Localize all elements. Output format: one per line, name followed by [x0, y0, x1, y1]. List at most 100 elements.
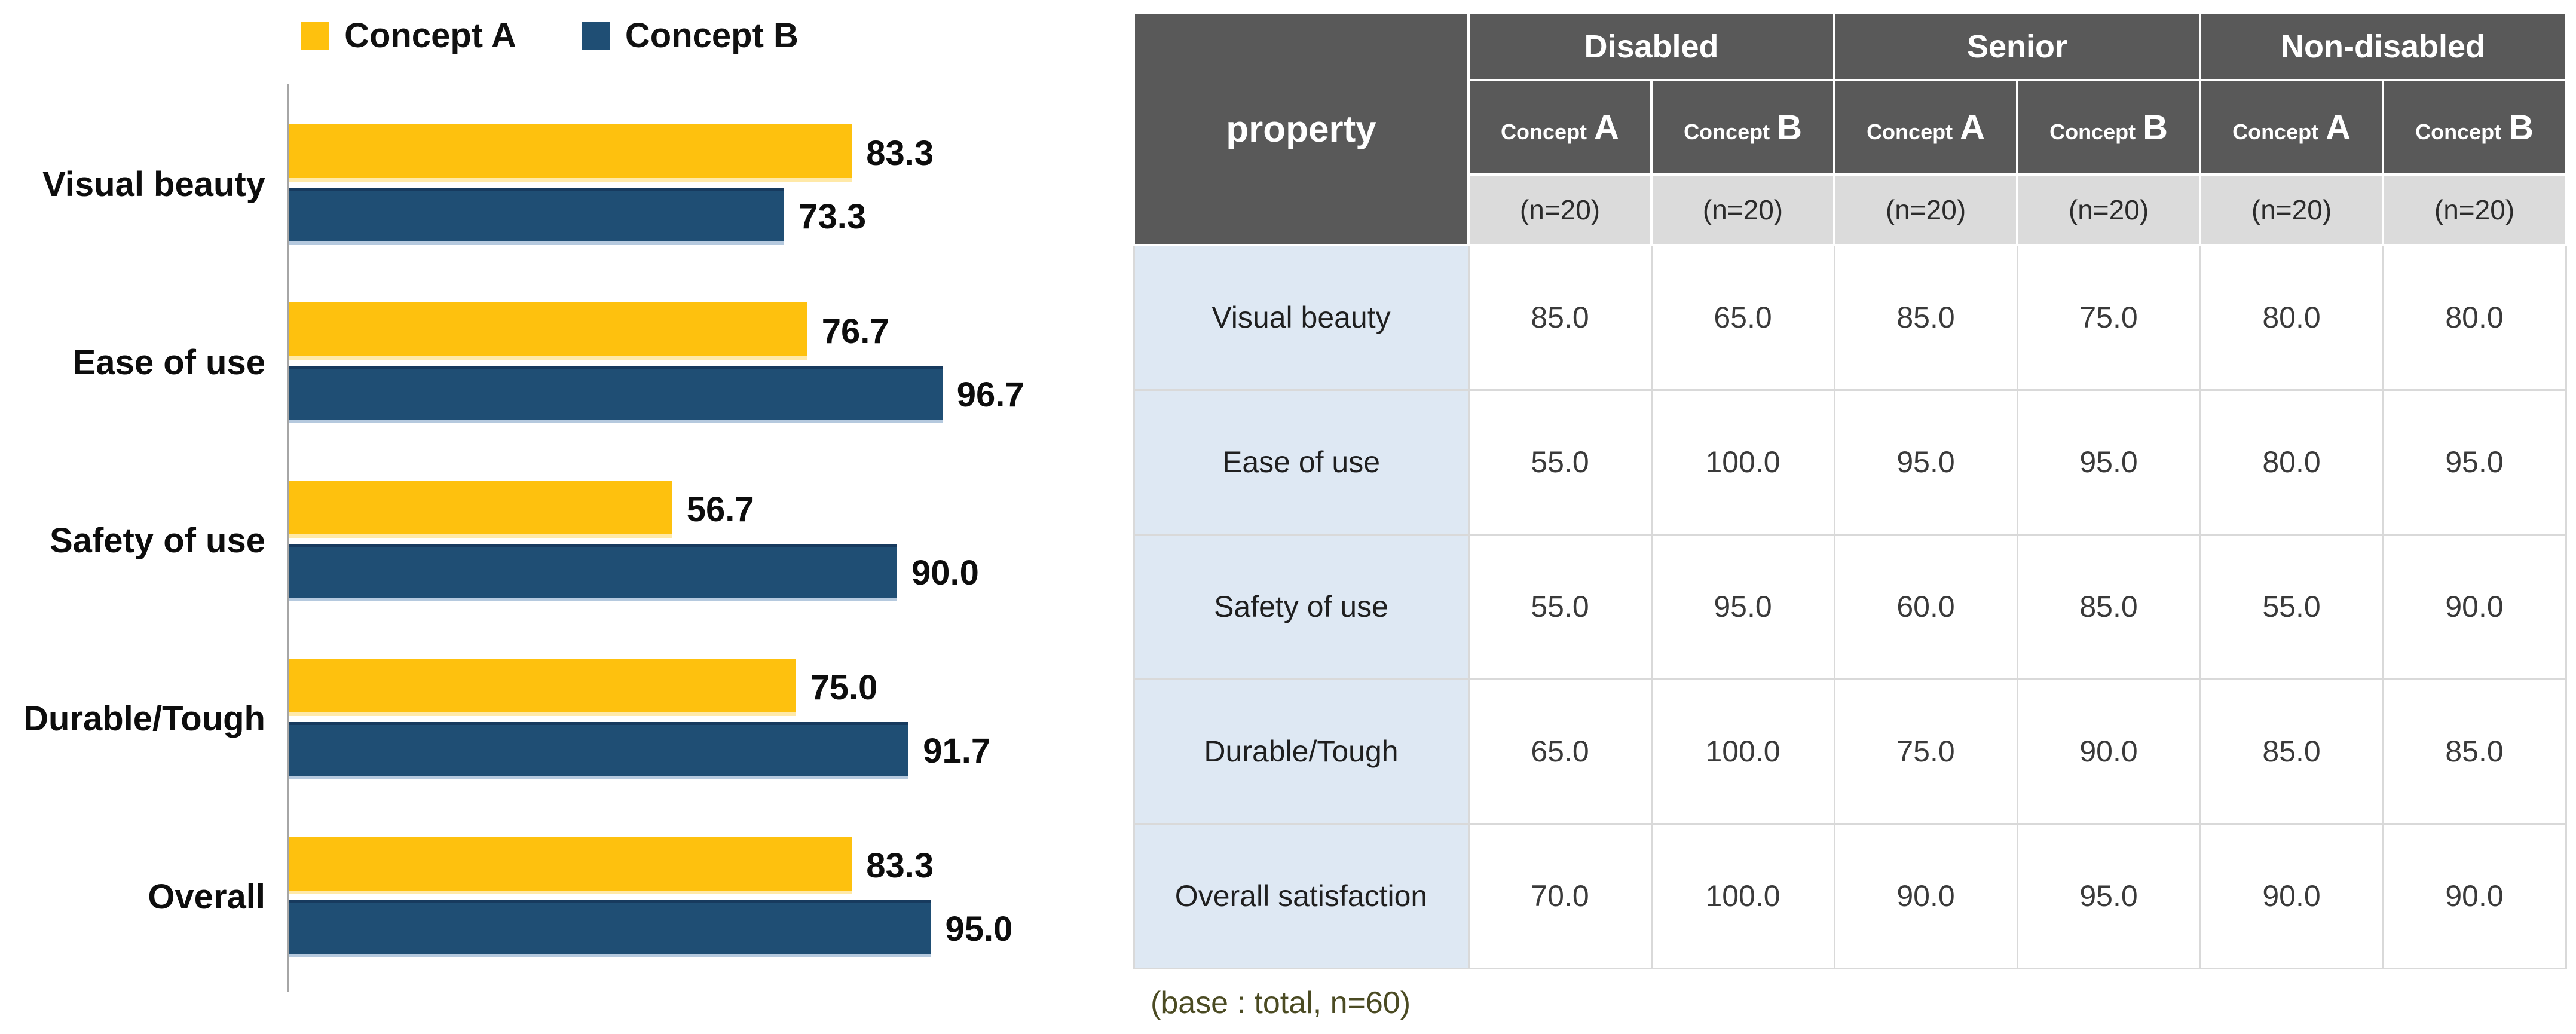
bar-group-visual-beauty: 83.3 73.3: [289, 96, 1072, 274]
n-cell: (n=20): [2016, 173, 2202, 246]
legend-label: Concept B: [625, 16, 799, 55]
row-label: Safety of use: [1133, 533, 1470, 680]
value-cell: 85.0: [2016, 533, 2201, 680]
value-cell: 100.0: [1650, 388, 1835, 536]
bar-group-durable-tough: 75.0 91.7: [289, 630, 1072, 808]
category-label: Safety of use: [50, 521, 265, 561]
bar-value-label: 90.0: [911, 553, 979, 592]
n-cell: (n=20): [2199, 173, 2385, 246]
value-cell: 85.0: [1467, 244, 1653, 391]
bar-value-label: 56.7: [686, 490, 754, 529]
value-cell: 95.0: [1650, 533, 1835, 680]
value-cell: 65.0: [1467, 678, 1653, 825]
bar-value-label: 83.3: [866, 846, 934, 885]
y-axis-line: [287, 84, 289, 992]
value-cell: 85.0: [2199, 678, 2384, 825]
value-cell: 95.0: [2016, 388, 2201, 536]
concept-header-5: Concept A: [2199, 79, 2385, 176]
value-cell: 90.0: [2199, 822, 2384, 969]
value-cell: 85.0: [2382, 678, 2567, 825]
category-label: Overall: [148, 877, 265, 917]
value-cell: 95.0: [1833, 388, 2018, 536]
value-cell: 90.0: [2382, 533, 2567, 680]
value-cell: 95.0: [2016, 822, 2201, 969]
bar-row: 56.7: [289, 481, 1072, 538]
bar-chart: Concept A Concept B Visual beauty Ease of …: [0, 0, 1076, 1034]
table-body: Visual beauty 85.0 65.0 85.0 75.0 80.0 80.0 Eas…: [1133, 244, 2567, 969]
bar-value-label: 96.7: [956, 375, 1024, 414]
bar-concept-b: [289, 900, 931, 957]
n-row: (n=20) (n=20) (n=20) (n=20) (n=20) (n=20): [1134, 173, 2568, 246]
n-cell: (n=20): [1650, 173, 1836, 246]
value-cell: 100.0: [1650, 678, 1835, 825]
table-row: Visual beauty 85.0 65.0 85.0 75.0 80.0 80.0: [1133, 244, 2567, 391]
results-table: property Disabled Senior Non-disabled Conc…: [1133, 12, 2568, 969]
value-cell: 85.0: [1833, 244, 2018, 391]
group-header-non-disabled: Non-disabled: [2199, 12, 2568, 81]
n-cell: (n=20): [2382, 173, 2568, 246]
group-header-row: property Disabled Senior Non-disabled: [1133, 12, 2568, 246]
concept-prefix: Concept: [1684, 119, 1770, 144]
bar-group-safety-of-use: 56.7 90.0: [289, 452, 1072, 630]
category-labels: Visual beauty Ease of use Safety of use Dur…: [0, 96, 269, 986]
value-cell: 100.0: [1650, 822, 1835, 969]
concept-letter: A: [2326, 108, 2351, 147]
group-header-disabled: Disabled: [1467, 12, 1836, 81]
legend-item-concept-b: Concept B: [582, 16, 799, 56]
bar-value-label: 73.3: [799, 197, 867, 236]
row-label: Ease of use: [1133, 388, 1470, 536]
bar-concept-a: [289, 837, 852, 894]
bar-row: 96.7: [289, 366, 1072, 423]
category-label: Ease of use: [72, 343, 265, 383]
table-corner-header: property: [1133, 12, 1470, 246]
concept-header-row: Concept A Concept B Concept A Concept B Concept A…: [1134, 79, 2568, 176]
value-cell: 75.0: [2016, 244, 2201, 391]
value-cell: 65.0: [1650, 244, 1835, 391]
concept-header-6: Concept B: [2382, 79, 2568, 176]
concept-header-3: Concept A: [1833, 79, 2019, 176]
table-row: Ease of use 55.0 100.0 95.0 95.0 80.0 95.0: [1133, 388, 2567, 536]
concept-letter: B: [2508, 108, 2534, 147]
concept-letter: B: [2143, 108, 2168, 147]
concept-prefix: Concept: [1867, 119, 1953, 144]
concept-prefix: Concept: [2049, 119, 2136, 144]
legend-label: Concept A: [344, 16, 516, 55]
value-cell: 90.0: [2016, 678, 2201, 825]
bar-row: 75.0: [289, 659, 1072, 716]
bar-row: 95.0: [289, 900, 1072, 957]
value-cell: 55.0: [1467, 388, 1653, 536]
table-row: Safety of use 55.0 95.0 60.0 85.0 55.0 90.0: [1133, 533, 2567, 680]
concept-letter: A: [1594, 108, 1619, 147]
bar-concept-b: [289, 366, 943, 423]
value-cell: 90.0: [1833, 822, 2018, 969]
n-cell: (n=20): [1467, 173, 1653, 246]
value-cell: 80.0: [2199, 244, 2384, 391]
bar-concept-a: [289, 124, 852, 182]
value-cell: 80.0: [2199, 388, 2384, 536]
legend-item-concept-a: Concept A: [301, 16, 516, 56]
bar-value-label: 83.3: [866, 133, 934, 173]
bar-row: 83.3: [289, 837, 1072, 894]
bar-concept-b: [289, 722, 909, 779]
plot-area: Visual beauty Ease of use Safety of use Dur…: [0, 84, 1076, 1016]
bar-concept-b: [289, 188, 785, 245]
bar-row: 73.3: [289, 188, 1072, 245]
legend-swatch: [301, 22, 329, 50]
table-row: Overall satisfaction 70.0 100.0 90.0 95.0 90.…: [1133, 822, 2567, 969]
bar-row: 83.3: [289, 124, 1072, 182]
value-cell: 55.0: [1467, 533, 1653, 680]
category-label: Durable/Tough: [23, 699, 265, 739]
table-row: Durable/Tough 65.0 100.0 75.0 90.0 85.0 85.0: [1133, 678, 2567, 825]
bar-row: 91.7: [289, 722, 1072, 779]
legend-swatch: [582, 22, 610, 50]
n-cell: (n=20): [1833, 173, 2019, 246]
bar-value-label: 76.7: [821, 311, 889, 351]
bar-concept-a: [289, 302, 807, 360]
value-cell: 55.0: [2199, 533, 2384, 680]
table-footnote: (base : total, n=60): [1151, 985, 1411, 1020]
concept-prefix: Concept: [2232, 119, 2319, 144]
concept-header-4: Concept B: [2016, 79, 2202, 176]
bar-group-ease-of-use: 76.7 96.7: [289, 274, 1072, 452]
concept-letter: B: [1777, 108, 1802, 147]
